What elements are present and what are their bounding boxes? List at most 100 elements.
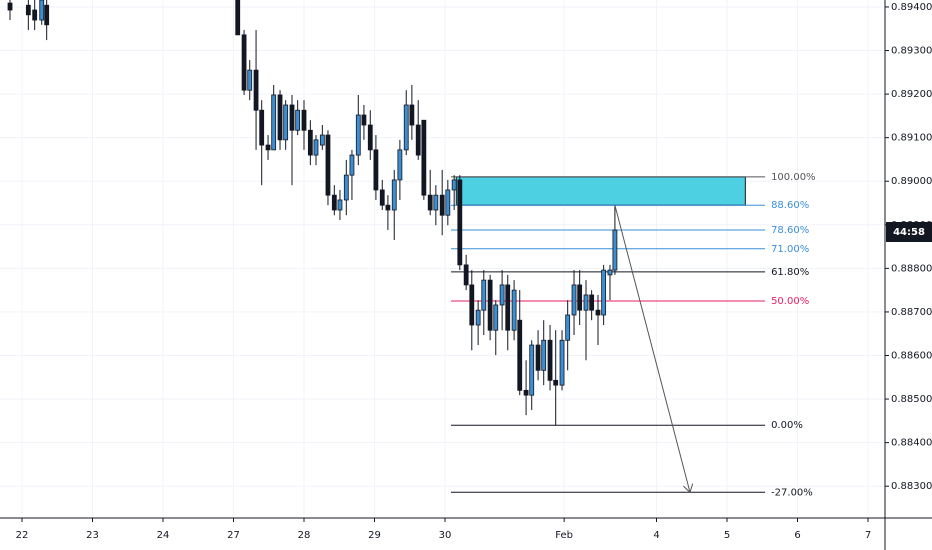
countdown-label: 44:58 [893, 227, 925, 238]
candle-body [259, 109, 265, 146]
candle-body [595, 309, 601, 316]
y-tick-label: 0.88500 [891, 394, 932, 405]
candle-body [265, 144, 271, 151]
candle-body [44, 4, 50, 26]
candle-body [439, 194, 445, 216]
fib-label: 100.00% [771, 172, 816, 183]
supply-zone [455, 176, 746, 206]
candle-body [313, 139, 319, 156]
y-tick-label: 0.88300 [891, 481, 932, 492]
candle-body [571, 284, 577, 316]
x-tick-label: 4 [653, 530, 659, 541]
candle-body [475, 309, 481, 326]
candle-body [385, 204, 391, 211]
fib-label: 88.60% [771, 200, 809, 211]
candle-body [415, 124, 421, 156]
candle-body [535, 344, 541, 371]
candle-body [25, 4, 31, 16]
projection-arrow [614, 205, 690, 492]
candle-body [367, 124, 373, 151]
candle-body [523, 389, 529, 396]
candle-body [307, 129, 313, 156]
y-tick-label: 0.89400 [891, 2, 932, 13]
candle-body [421, 119, 427, 196]
y-tick-label: 0.89000 [891, 176, 932, 187]
x-tick-label: 5 [724, 530, 730, 541]
y-tick-label: 0.89100 [891, 133, 932, 144]
y-tick-label: 0.89200 [891, 89, 932, 100]
y-tick-label: 0.88400 [891, 438, 932, 449]
y-tick-label: 0.88700 [891, 307, 932, 318]
candle-body [547, 339, 553, 381]
fib-label: 71.00% [771, 244, 809, 255]
x-tick-label: 29 [368, 530, 381, 541]
candle-body [403, 104, 409, 151]
candle-body [241, 34, 247, 91]
x-tick-label: Feb [555, 530, 573, 541]
candle-body [487, 279, 493, 331]
candle-body [612, 229, 618, 271]
x-tick-label: 24 [157, 530, 170, 541]
candle-body [379, 189, 385, 206]
candle-body [451, 179, 457, 191]
fib-label: 0.00% [771, 420, 803, 431]
x-tick-label: 7 [865, 530, 871, 541]
candle-body [541, 339, 547, 371]
candle-body [499, 284, 505, 306]
candle-body [337, 199, 343, 211]
candle-body [493, 304, 499, 331]
candle-body [481, 279, 487, 311]
candle-body [391, 179, 397, 211]
candle-body [583, 294, 589, 311]
candle-body [505, 284, 511, 331]
y-tick-label: 0.88600 [891, 350, 932, 361]
fib-label: 61.80% [771, 267, 809, 278]
x-tick-label: 22 [16, 530, 29, 541]
candle-body [301, 109, 307, 131]
x-tick-label: 6 [794, 530, 800, 541]
candle-body [409, 104, 415, 126]
candle-body [607, 269, 613, 276]
candle-body [39, 0, 45, 21]
price-tag [886, 222, 932, 242]
candle-body [589, 294, 595, 311]
candle-body [577, 284, 583, 311]
candle-body [349, 154, 355, 176]
fib-label: 78.60% [771, 225, 809, 236]
candle-body [247, 69, 253, 91]
fib-label: 50.00% [771, 296, 809, 307]
candle-body [529, 344, 535, 396]
candle-body [433, 194, 439, 211]
candle-body [32, 9, 38, 21]
fib-label: -27.00% [771, 487, 813, 498]
candle-body [457, 179, 463, 266]
y-tick-label: 0.88800 [891, 263, 932, 274]
candle-body [355, 114, 361, 156]
candle-body [565, 314, 571, 341]
candle-body [289, 104, 295, 131]
candle-body [277, 94, 283, 141]
candle-body [553, 379, 559, 386]
candle-body [7, 2, 13, 11]
candle-body [271, 94, 277, 151]
candle-body [397, 149, 403, 181]
candle-body [331, 194, 337, 211]
candle-body [343, 174, 349, 201]
candle-body [253, 69, 259, 111]
x-tick-label: 23 [86, 530, 99, 541]
candle-body [517, 319, 523, 391]
x-tick-label: 27 [227, 530, 240, 541]
x-tick-label: 30 [439, 530, 452, 541]
candle-body [511, 289, 517, 331]
candle-body [283, 104, 289, 141]
candle-body [463, 264, 469, 286]
candle-body [361, 114, 367, 126]
candle-body [235, 0, 241, 36]
candle-body [427, 194, 433, 211]
candle-body [295, 109, 301, 131]
candle-body [445, 189, 451, 216]
candle-body [319, 134, 325, 146]
candle-body [601, 269, 607, 316]
